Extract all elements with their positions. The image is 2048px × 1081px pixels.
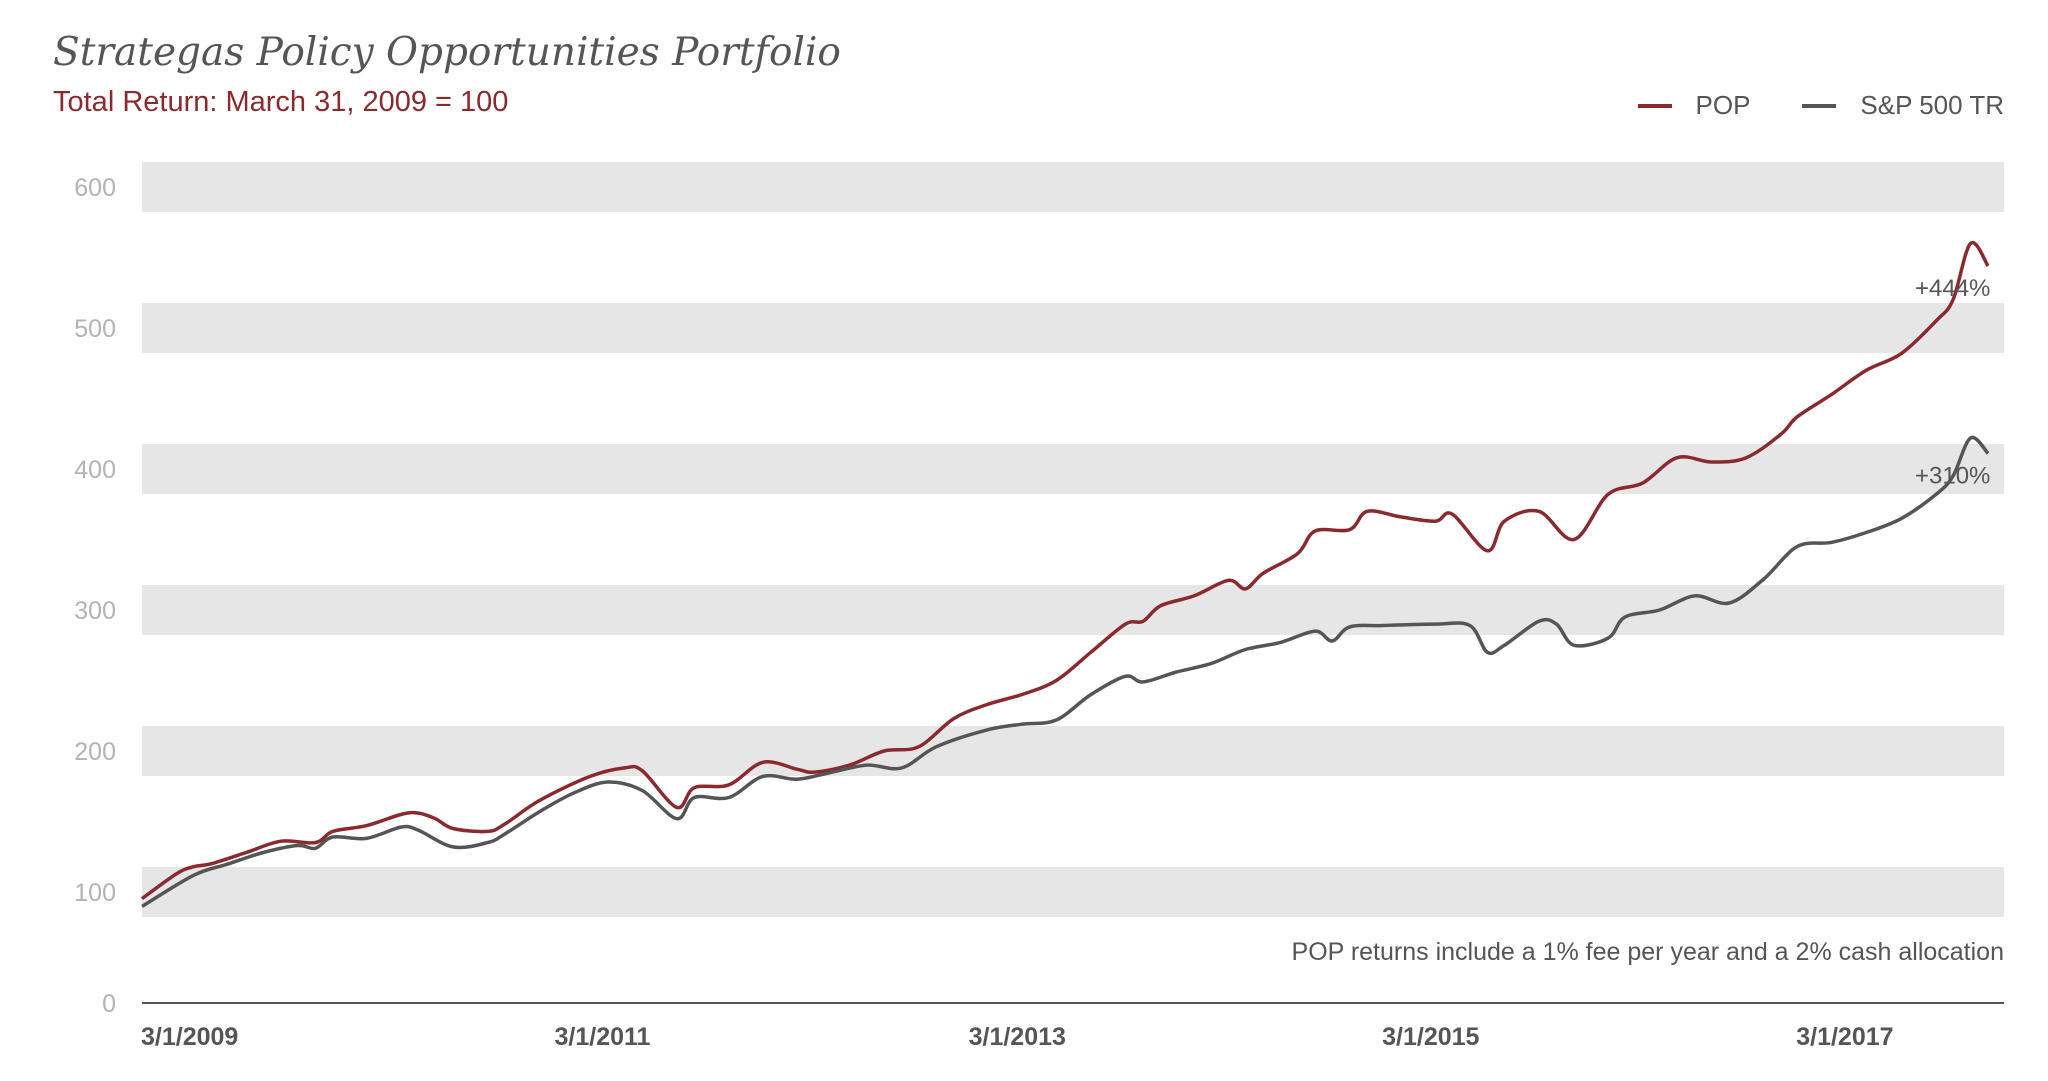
chart-note: POP returns include a 1% fee per year an… xyxy=(1292,938,2004,966)
grid-band-500 xyxy=(142,303,2004,353)
legend-label-pop: POP xyxy=(1695,90,1751,120)
legend-swatch-pop xyxy=(1637,103,1672,108)
y-tick-label: 300 xyxy=(74,597,116,625)
grid-band-300 xyxy=(142,585,2004,635)
x-tick-label: 3/1/2011 xyxy=(555,1023,651,1051)
legend-swatch-sp500 xyxy=(1802,103,1837,108)
x-axis-ticks: 3/1/2009 3/1/2011 3/1/2013 3/1/2015 3/1/2017 xyxy=(141,1023,1894,1051)
grid-band-400 xyxy=(142,444,2004,494)
y-tick-label: 500 xyxy=(74,315,116,343)
y-tick-label: 100 xyxy=(74,879,116,907)
legend-item-pop: POP xyxy=(1637,90,1751,121)
series-lines xyxy=(140,240,1990,908)
grid-band-600 xyxy=(142,162,2004,212)
y-tick-label: 600 xyxy=(74,174,116,202)
end-label-0: +444% xyxy=(1915,275,1990,302)
chart-title: Strategas Policy Opportunities Portfolio xyxy=(53,30,841,75)
grid-band-200 xyxy=(142,726,2004,776)
series-line-1 xyxy=(141,435,1990,908)
chart-subtitle: Total Return: March 31, 2009 = 100 xyxy=(53,86,509,118)
legend-item-sp500: S&P 500 TR xyxy=(1802,90,2004,121)
x-tick-label: 3/1/2009 xyxy=(141,1023,238,1051)
series-line-0 xyxy=(140,240,1990,901)
grid-bands xyxy=(142,162,2004,917)
x-tick-label: 3/1/2017 xyxy=(1796,1023,1893,1051)
legend: POP S&P 500 TR xyxy=(1586,90,2004,121)
end-labels: +444% +310% xyxy=(1915,275,1990,490)
x-tick-label: 3/1/2013 xyxy=(969,1023,1066,1051)
y-tick-label: 200 xyxy=(74,738,116,766)
end-label-1: +310% xyxy=(1915,462,1990,489)
grid-band-100 xyxy=(142,867,2004,917)
y-tick-label: 400 xyxy=(74,456,116,484)
y-tick-label: 0 xyxy=(102,990,116,1018)
x-tick-label: 3/1/2015 xyxy=(1382,1023,1479,1051)
y-axis-ticks: 0 100 200 300 400 500 600 xyxy=(74,174,116,1018)
legend-label-sp500: S&P 500 TR xyxy=(1860,90,2004,120)
